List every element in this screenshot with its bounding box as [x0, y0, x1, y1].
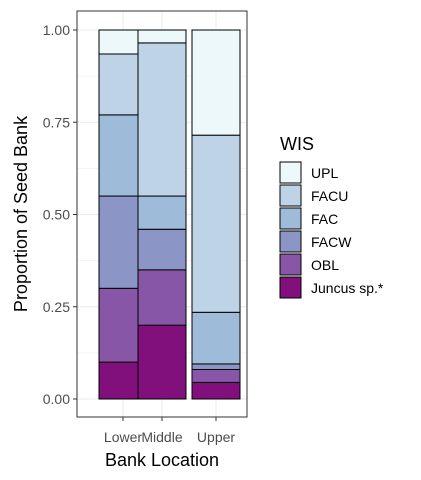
bar-segment-upper-obl — [191, 368, 241, 383]
y-axis: 0.00 0.25 0.50 0.75 1.00 — [43, 22, 77, 407]
legend-label: Juncus sp.* — [311, 280, 384, 296]
legend-label: FACW — [311, 234, 352, 250]
bar-segment-middle-fac — [137, 195, 187, 230]
bar-segment-upper-upl — [191, 29, 241, 136]
y-tick-label: 1.00 — [43, 22, 70, 38]
x-tick-label: Middle — [141, 429, 182, 445]
legend-label: FAC — [311, 211, 338, 227]
legend: WIS UPL FACU FAC FACW OBL Juncus sp.* — [279, 134, 384, 299]
y-tick-label: 0.75 — [43, 114, 70, 130]
bars — [98, 29, 241, 400]
legend-label: UPL — [311, 165, 338, 181]
bar-segment-upper-facu — [191, 134, 241, 313]
x-tick-label: Lower — [104, 429, 142, 445]
bar-segment-upper-fac — [191, 311, 241, 365]
y-tick-label: 0.50 — [43, 207, 70, 223]
legend-key — [279, 253, 302, 276]
x-tick-label: Upper — [197, 429, 235, 445]
legend-key — [279, 207, 302, 230]
bar-segment-middle-obl — [137, 269, 187, 326]
bar-segment-middle-facw — [137, 228, 187, 271]
y-tick-label: 0.00 — [43, 391, 70, 407]
y-tick-label: 0.25 — [43, 299, 70, 315]
legend-key — [279, 276, 302, 299]
bar-segment-upper-juncus-sp — [191, 381, 241, 400]
x-axis-title: Bank Location — [105, 450, 219, 470]
bar-segment-upper-facw — [191, 363, 241, 370]
legend-title: WIS — [280, 134, 314, 154]
x-axis: Lower Middle Upper — [104, 417, 235, 445]
bar-segment-middle-upl — [137, 29, 187, 44]
bar-segment-middle-facu — [137, 42, 187, 197]
legend-key — [279, 230, 302, 253]
legend-key — [279, 184, 302, 207]
legend-label: FACU — [311, 188, 348, 204]
legend-key — [279, 161, 302, 184]
legend-label: OBL — [311, 257, 339, 273]
y-axis-title: Proportion of Seed Bank — [11, 115, 31, 312]
bar-segment-middle-juncus-sp — [137, 324, 187, 400]
